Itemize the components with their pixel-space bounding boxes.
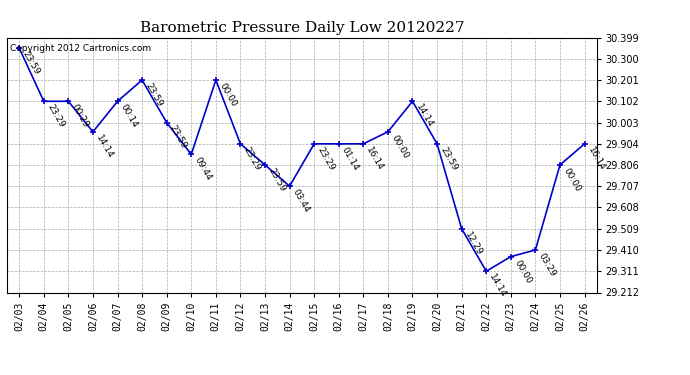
Text: 23:59: 23:59 [266, 166, 287, 193]
Text: 23:59: 23:59 [438, 145, 459, 172]
Text: 12:29: 12:29 [463, 230, 484, 257]
Text: 23:29: 23:29 [45, 103, 66, 129]
Text: 16:14: 16:14 [365, 145, 386, 172]
Text: 23:29: 23:29 [241, 145, 262, 172]
Text: 00:14: 00:14 [119, 103, 139, 129]
Text: 14:14: 14:14 [414, 103, 435, 129]
Text: 00:00: 00:00 [389, 133, 410, 160]
Text: 14:14: 14:14 [488, 273, 509, 299]
Text: 23:29: 23:29 [315, 145, 336, 172]
Text: 01:14: 01:14 [340, 145, 361, 172]
Text: 00:29: 00:29 [70, 103, 90, 129]
Text: 09:44: 09:44 [193, 156, 213, 183]
Text: 16:14: 16:14 [586, 145, 607, 172]
Text: 23:59: 23:59 [168, 124, 189, 151]
Text: 00:00: 00:00 [512, 258, 533, 285]
Text: 23:59: 23:59 [144, 81, 164, 108]
Title: Barometric Pressure Daily Low 20120227: Barometric Pressure Daily Low 20120227 [139, 21, 464, 35]
Text: 00:00: 00:00 [562, 166, 582, 193]
Text: 03:44: 03:44 [291, 188, 312, 214]
Text: 14:14: 14:14 [95, 133, 115, 160]
Text: 00:00: 00:00 [217, 81, 238, 108]
Text: 03:29: 03:29 [537, 251, 558, 278]
Text: 23:59: 23:59 [21, 50, 41, 76]
Text: Copyright 2012 Cartronics.com: Copyright 2012 Cartronics.com [10, 44, 151, 53]
